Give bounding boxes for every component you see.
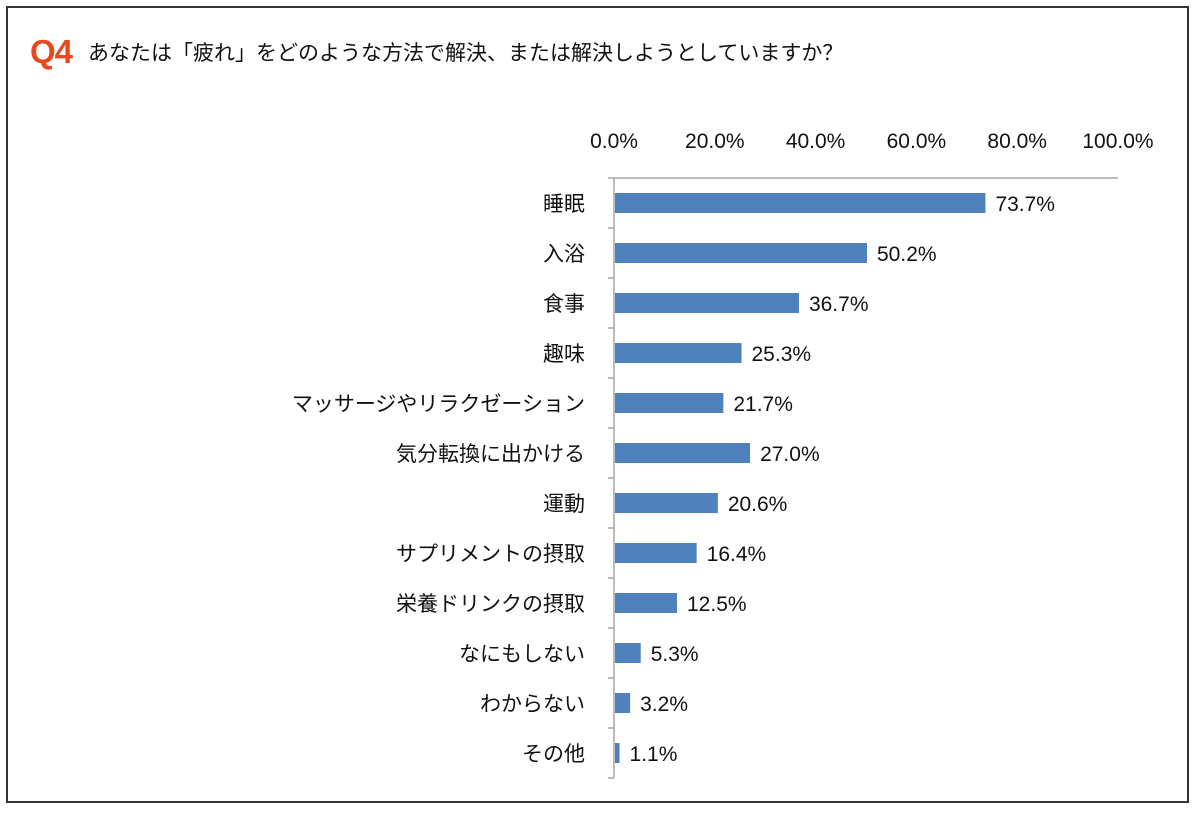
- value-label: 12.5%: [687, 593, 747, 616]
- category-label: 運動: [543, 492, 585, 516]
- bar: [615, 343, 742, 363]
- x-tick-label: 40.0%: [786, 130, 846, 153]
- category-label: 食事: [543, 292, 585, 316]
- question-text: あなたは「疲れ」をどのような方法で解決、または解決しようとしていますか？: [88, 41, 844, 65]
- value-label: 1.1%: [630, 743, 678, 766]
- value-label: 3.2%: [640, 693, 688, 716]
- bar: [615, 543, 697, 563]
- bar: [615, 693, 631, 713]
- x-tick-label: 0.0%: [590, 130, 638, 153]
- bar: [615, 593, 677, 613]
- value-label: 20.6%: [728, 493, 788, 516]
- bar: [615, 243, 868, 263]
- value-label: 73.7%: [995, 193, 1055, 216]
- value-label: 5.3%: [651, 643, 699, 666]
- category-label: その他: [522, 742, 585, 766]
- category-label: 入浴: [543, 242, 585, 266]
- category-label: なにもしない: [459, 642, 585, 666]
- x-tick-label: 100.0%: [1082, 130, 1153, 153]
- category-label: 睡眠: [543, 192, 585, 216]
- category-label: 趣味: [543, 342, 585, 366]
- category-label: 気分転換に出かける: [396, 442, 585, 466]
- bar: [615, 743, 620, 763]
- bar: [615, 643, 641, 663]
- category-label: 栄養ドリンクの摂取: [396, 592, 585, 616]
- question-number: Q4: [30, 33, 73, 70]
- category-label: マッサージやリラクゼーション: [292, 392, 585, 416]
- value-label: 50.2%: [877, 243, 937, 266]
- bar: [615, 293, 799, 313]
- x-tick-label: 80.0%: [987, 130, 1047, 153]
- chart-frame: [6, 6, 1189, 803]
- value-label: 21.7%: [733, 393, 793, 416]
- value-label: 25.3%: [752, 343, 812, 366]
- x-tick-label: 20.0%: [685, 130, 745, 153]
- value-label: 36.7%: [809, 293, 869, 316]
- bar: [615, 393, 724, 413]
- value-label: 27.0%: [760, 443, 820, 466]
- bar: [615, 443, 751, 463]
- bar: [615, 193, 986, 213]
- x-tick-label: 60.0%: [887, 130, 947, 153]
- value-label: 16.4%: [707, 543, 767, 566]
- category-label: わからない: [480, 692, 585, 716]
- bar: [615, 493, 718, 513]
- category-label: サプリメントの摂取: [396, 542, 585, 566]
